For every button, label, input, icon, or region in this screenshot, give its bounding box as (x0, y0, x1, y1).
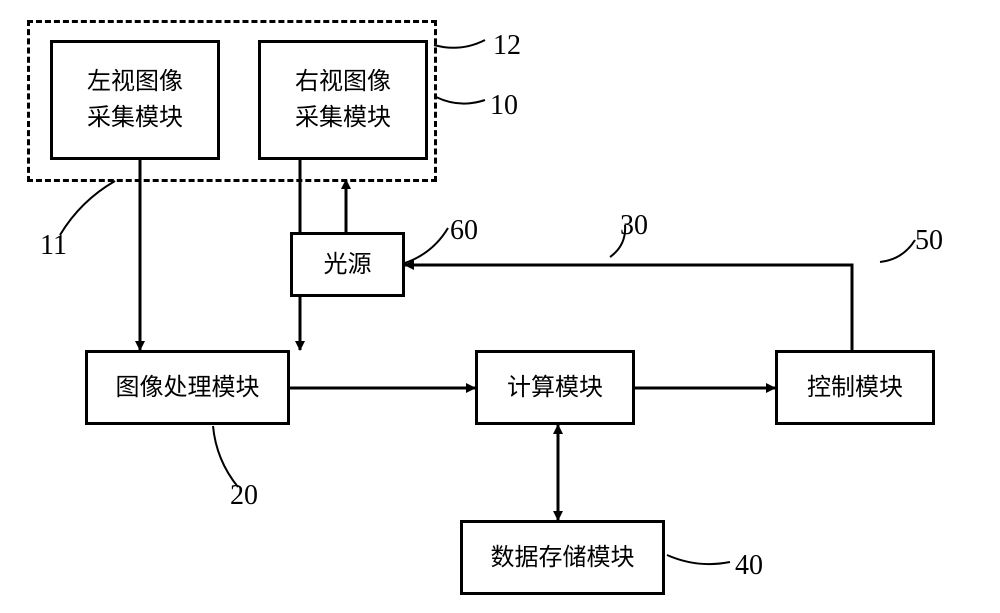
diagram-canvas: 左视图像 采集模块 右视图像 采集模块 光源 图像处理模块 计算模块 控制模块 … (0, 0, 1000, 613)
ref-label-11: 11 (40, 230, 67, 262)
node-text-line: 采集模块 (295, 100, 391, 136)
node-control: 控制模块 (775, 350, 935, 425)
node-light-source: 光源 (290, 232, 405, 297)
ref-label-40: 40 (735, 550, 763, 582)
ref-label-20: 20 (230, 480, 258, 512)
ref-label-10: 10 (490, 90, 518, 122)
node-text-line: 图像处理模块 (116, 370, 260, 406)
node-text-line: 采集模块 (87, 100, 183, 136)
node-text-line: 左视图像 (87, 64, 183, 100)
node-right-image-acquisition: 右视图像 采集模块 (258, 40, 428, 160)
ref-label-30: 30 (620, 210, 648, 242)
ref-label-50: 50 (915, 225, 943, 257)
node-text-line: 数据存储模块 (491, 540, 635, 576)
node-text-line: 控制模块 (807, 370, 903, 406)
node-calculation: 计算模块 (475, 350, 635, 425)
node-text-line: 光源 (324, 247, 372, 283)
node-text-line: 计算模块 (507, 370, 603, 406)
node-text-line: 右视图像 (295, 64, 391, 100)
node-left-image-acquisition: 左视图像 采集模块 (50, 40, 220, 160)
ref-label-12: 12 (493, 30, 521, 62)
ref-label-60: 60 (450, 215, 478, 247)
node-data-storage: 数据存储模块 (460, 520, 665, 595)
node-image-processing: 图像处理模块 (85, 350, 290, 425)
